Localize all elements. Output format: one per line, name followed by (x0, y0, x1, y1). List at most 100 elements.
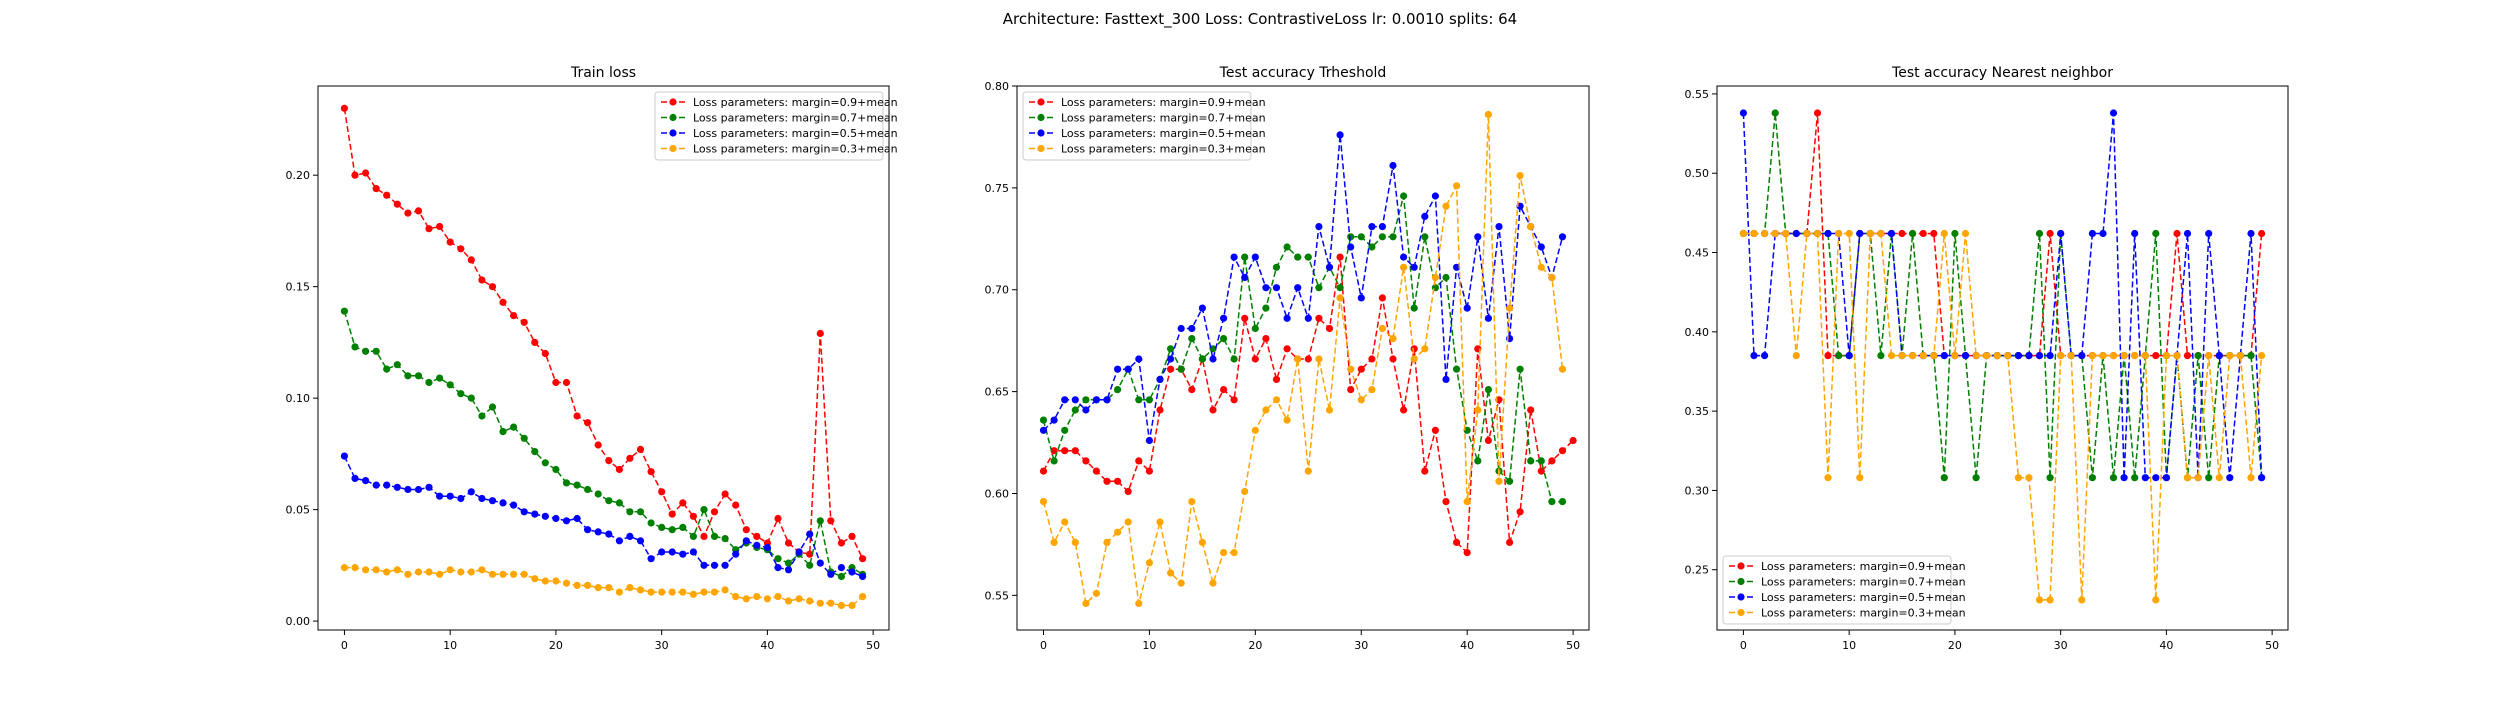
data-point (1103, 538, 1111, 547)
data-point (1262, 284, 1270, 292)
data-point (425, 225, 433, 233)
data-point (1368, 223, 1376, 231)
data-point (383, 191, 391, 199)
data-point (457, 494, 465, 503)
data-point (636, 586, 645, 594)
data-point (2046, 352, 2054, 360)
data-point (362, 566, 370, 574)
data-point (1251, 426, 1259, 434)
data-point (679, 550, 687, 558)
data-point (1156, 375, 1164, 383)
data-point (1558, 233, 1567, 241)
data-point (552, 514, 560, 523)
data-point (467, 394, 475, 402)
data-point (1114, 477, 1122, 485)
data-point (1230, 253, 1238, 261)
data-point (1198, 538, 1206, 547)
data-point (340, 452, 348, 460)
legend-box (1722, 555, 1952, 625)
data-point (1325, 406, 1334, 414)
data-point (1421, 467, 1429, 475)
data-point (1453, 182, 1461, 190)
data-point (1336, 284, 1344, 292)
legend-marker (1737, 593, 1745, 601)
data-point (2152, 352, 2160, 360)
data-point (562, 579, 571, 587)
data-point (1410, 345, 1418, 353)
data-point (827, 517, 835, 525)
data-point (848, 532, 856, 541)
data-point (795, 548, 803, 556)
data-point (509, 501, 518, 509)
data-point (1145, 559, 1153, 567)
data-point (1410, 304, 1418, 312)
data-point (1909, 229, 1917, 238)
data-point (2035, 352, 2044, 360)
data-point (1558, 447, 1567, 455)
data-point (436, 374, 444, 382)
y-tick-label: 0.80 (985, 80, 1010, 93)
data-point (636, 445, 645, 453)
data-point (2131, 474, 2139, 482)
y-tick-label: 0.60 (985, 487, 1010, 500)
data-point (1092, 589, 1100, 597)
data-point (626, 508, 634, 516)
data-point (689, 590, 698, 598)
data-point (1061, 447, 1069, 455)
data-point (721, 535, 729, 543)
data-point (1135, 355, 1143, 363)
data-point (1474, 457, 1482, 465)
data-point (1558, 498, 1567, 506)
data-point (1082, 406, 1090, 414)
data-point (1071, 447, 1079, 455)
data-point (784, 597, 793, 605)
x-tick-label: 10 (1142, 639, 1156, 652)
data-point (1527, 406, 1535, 414)
series-line-4 (1743, 232, 2263, 601)
data-point (1421, 212, 1429, 220)
data-point (1177, 579, 1185, 587)
data-point (774, 564, 782, 572)
data-point (1103, 477, 1111, 485)
data-point (446, 238, 454, 246)
data-point (1167, 355, 1175, 363)
data-point (541, 577, 549, 585)
data-point (1336, 253, 1344, 261)
data-point (2120, 352, 2128, 360)
data-point (1220, 386, 1228, 394)
data-point (478, 566, 486, 574)
data-point (647, 555, 655, 563)
data-point (2120, 474, 2128, 482)
data-point (1336, 294, 1344, 302)
data-point (806, 561, 814, 569)
data-point (488, 283, 497, 291)
data-point (2025, 474, 2033, 482)
data-point (1527, 457, 1535, 465)
data-point (436, 492, 444, 500)
legend-label: Loss parameters: margin=0.5+mean (1761, 591, 1966, 604)
data-point (689, 532, 698, 541)
data-point (1378, 223, 1386, 231)
data-point (509, 570, 518, 578)
data-point (1368, 355, 1376, 363)
data-point (710, 532, 719, 541)
data-point (2088, 474, 2096, 482)
x-tick-label: 40 (2159, 639, 2173, 652)
data-point (848, 601, 856, 610)
data-point (700, 532, 708, 541)
data-point (1442, 273, 1450, 282)
data-point (2014, 474, 2022, 482)
data-point (1782, 229, 1790, 238)
data-point (1283, 243, 1291, 251)
data-point (721, 490, 729, 498)
data-point (2194, 474, 2202, 482)
data-point (1114, 528, 1122, 536)
data-point (774, 593, 782, 601)
y-tick-label: 0.30 (1685, 484, 1710, 497)
x-tick-label: 40 (760, 639, 774, 652)
data-point (594, 528, 602, 536)
x-tick-label: 30 (1354, 639, 1368, 652)
data-point (404, 372, 412, 380)
data-point (1114, 386, 1122, 394)
y-tick-label: 0.55 (985, 589, 1010, 602)
